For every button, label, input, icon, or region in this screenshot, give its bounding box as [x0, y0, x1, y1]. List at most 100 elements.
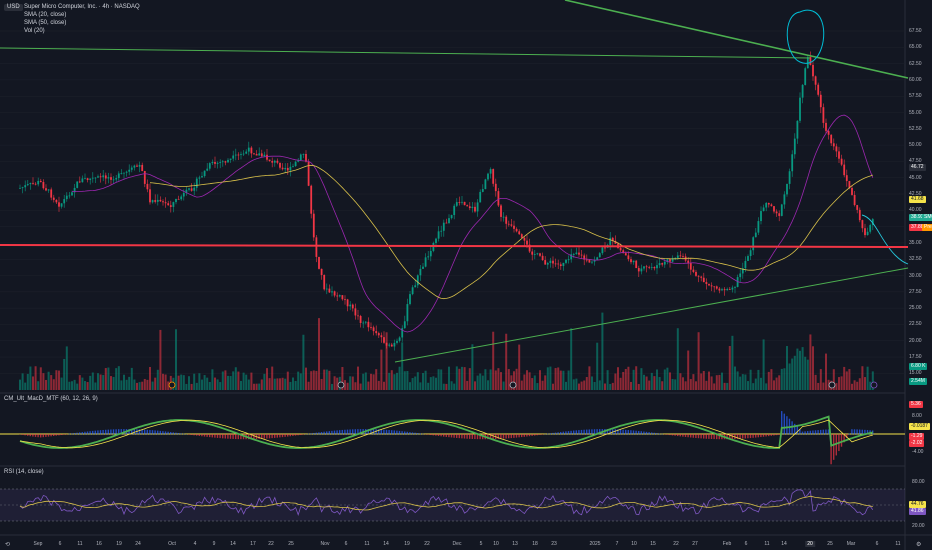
candle-body: [513, 225, 515, 229]
macd-bar: [593, 429, 596, 435]
time-tick-label: 10: [493, 541, 499, 547]
time-tick-label: 6: [58, 541, 62, 547]
volume-bar: [481, 375, 484, 390]
candle-body: [21, 187, 24, 189]
time-tick-label: 19: [404, 541, 410, 547]
candle-body: [216, 162, 219, 164]
macd-bar: [346, 429, 349, 435]
goto-date-icon[interactable]: ⟲: [5, 542, 11, 548]
candle-body: [206, 168, 209, 171]
price-tick-label: 20.00: [909, 337, 922, 344]
candle-body: [26, 184, 29, 186]
macd-bar: [833, 434, 835, 460]
volume-bar: [760, 377, 762, 390]
horizontal-green-line[interactable]: [0, 47, 811, 59]
volume-bar: [632, 369, 635, 390]
sma50-legend[interactable]: SMA (50, close): [24, 20, 67, 26]
volume-bar: [440, 369, 443, 390]
macd-bar: [648, 432, 650, 435]
volume-bar: [728, 346, 731, 390]
volume-bar: [216, 379, 219, 390]
volume-bar: [162, 373, 164, 390]
volume-bar: [76, 383, 79, 390]
earnings-marker[interactable]: [337, 381, 345, 389]
time-tick-label: 13: [512, 541, 518, 547]
volume-bar: [242, 372, 245, 390]
macd-bar: [297, 434, 299, 436]
macd-bar: [292, 434, 294, 436]
candle-body: [869, 225, 872, 232]
ascending-trendline[interactable]: [394, 267, 909, 363]
volume-bar: [661, 381, 664, 390]
gear-icon[interactable]: ⚙: [916, 542, 922, 548]
volume-bar: [403, 371, 406, 390]
macd-bar: [697, 434, 700, 439]
macd-bar: [323, 431, 325, 435]
candle-body: [656, 265, 658, 269]
macd-bar: [549, 433, 551, 435]
macd-bar: [164, 431, 167, 435]
volume-bar: [463, 367, 466, 390]
macd-bar: [713, 434, 715, 440]
candlesticks[interactable]: [19, 51, 874, 351]
macd-bar: [167, 431, 169, 435]
volume-bar: [260, 379, 263, 390]
descending-trendline[interactable]: [564, 0, 909, 79]
price-tick-label: 17.50: [909, 354, 922, 361]
volume-bar: [328, 370, 331, 390]
macd-bar: [55, 434, 57, 436]
earnings-marker[interactable]: [509, 381, 517, 389]
volume-bar: [411, 378, 414, 390]
candle-body: [526, 240, 528, 245]
candle-body: [333, 291, 336, 296]
candle-body: [383, 337, 385, 343]
macd-bar: [476, 434, 479, 440]
annotation-circle[interactable]: [786, 9, 825, 64]
macd-bar: [796, 426, 798, 435]
macd-bar: [170, 432, 172, 435]
currency-label[interactable]: USD: [4, 4, 23, 11]
macd-bar: [60, 434, 63, 436]
volume-bar: [323, 369, 326, 390]
candle-body: [188, 188, 190, 190]
volume-bar: [848, 369, 851, 390]
rsi-title[interactable]: RSI (14, close): [4, 469, 44, 475]
macd-bar: [508, 434, 510, 439]
candle-body: [601, 247, 604, 254]
volume-bar: [429, 377, 432, 390]
volume-bar: [435, 377, 437, 390]
volume-bar: [375, 369, 378, 390]
symbol-title[interactable]: Super Micro Computer, Inc. · 4h · NASDAQ: [24, 4, 140, 10]
candle-body: [453, 205, 456, 216]
macd-title[interactable]: CM_Ult_MacD_MTF (60, 12, 26, 9): [4, 396, 98, 402]
support-line[interactable]: [0, 244, 909, 248]
macd-bar: [799, 429, 801, 435]
projection-line: [861, 214, 909, 265]
candle-body: [328, 288, 331, 293]
candle-body: [123, 172, 125, 174]
candle-body: [671, 257, 674, 262]
macd-bar: [419, 433, 421, 435]
volume-legend[interactable]: Vol (20): [24, 28, 45, 34]
candle-body: [554, 263, 557, 265]
candle-body: [619, 247, 622, 251]
volume-bar: [676, 328, 679, 390]
sma20-legend[interactable]: SMA (20, close): [24, 12, 67, 18]
macd-bar: [206, 434, 208, 437]
earnings-marker[interactable]: [828, 381, 836, 389]
volume-bar: [770, 369, 773, 390]
volume-bar: [741, 374, 744, 390]
dividend-marker[interactable]: [168, 381, 176, 389]
event-marker[interactable]: [870, 381, 878, 389]
candle-body: [34, 183, 37, 185]
price-tick-label: 15.00: [909, 370, 922, 377]
candle-body: [294, 161, 297, 167]
macd-bar: [201, 434, 203, 437]
candle-body: [515, 228, 518, 232]
volume-bar: [604, 383, 606, 390]
candle-body: [120, 173, 123, 174]
macd-bar: [427, 434, 429, 435]
candle-body: [825, 122, 827, 131]
macd-bar: [866, 430, 869, 435]
